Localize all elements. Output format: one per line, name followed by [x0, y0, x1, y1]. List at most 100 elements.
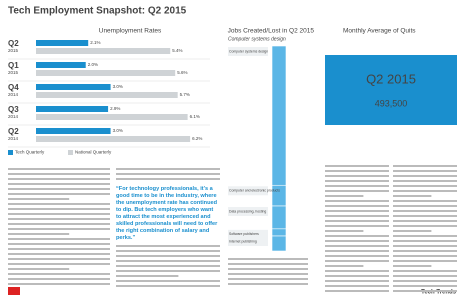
text-line: [325, 270, 389, 272]
text-line: [8, 183, 110, 185]
segment: [271, 205, 287, 230]
category-box: [228, 229, 268, 239]
quarter-label: Q1: [8, 61, 19, 70]
segment: [271, 45, 287, 186]
year-label: 2015: [8, 48, 19, 53]
legend-label: Tech Quarterly: [15, 150, 45, 155]
bar: [36, 70, 176, 76]
chart-title: Jobs Created/Lost in Q2 2015: [228, 28, 315, 35]
text-line: [325, 250, 389, 252]
text-line: [228, 268, 308, 270]
text-line: [393, 200, 457, 202]
segment: [271, 228, 287, 237]
bar: [36, 62, 86, 68]
text-line: [325, 195, 364, 197]
text-line: [325, 240, 389, 242]
text-line: [8, 283, 110, 285]
year-label: 2014: [8, 114, 19, 119]
text-line: [325, 175, 389, 177]
value-label: 5.4%: [172, 48, 182, 53]
category-label: Internet publishing: [229, 239, 257, 243]
text-line: [325, 230, 364, 232]
text-line: [393, 215, 457, 217]
text-line: [116, 285, 220, 287]
text-line: [116, 260, 220, 262]
category-box: [228, 47, 268, 56]
text-line: [325, 205, 389, 207]
quarter-label: Q2: [8, 127, 19, 136]
text-line: [228, 273, 308, 275]
text-line: [393, 240, 457, 242]
bar: [36, 136, 191, 142]
category-box: [228, 237, 268, 246]
text-line: [393, 230, 432, 232]
text-line: [325, 190, 389, 192]
text-line: [8, 253, 110, 255]
segment: [271, 235, 287, 252]
stat-box: [325, 55, 457, 125]
chart-title: Monthly Average of Quits: [343, 28, 416, 35]
text-line: [393, 195, 432, 197]
text-line: [228, 278, 308, 280]
text-line: [393, 250, 457, 252]
text-line: [8, 218, 110, 220]
legend-label: National Quarterly: [75, 150, 112, 155]
text-line: [393, 235, 457, 237]
text-line: [393, 260, 457, 262]
text-line: [8, 168, 110, 170]
year-label: 2015: [8, 70, 19, 75]
text-line: [325, 200, 389, 202]
text-line: [393, 175, 457, 177]
text-line: [393, 180, 457, 182]
text-line: [325, 260, 389, 262]
category-box: [228, 207, 268, 216]
chart-subtitle: Computer systems design: [228, 36, 286, 42]
text-line: [325, 165, 389, 167]
text-line: [325, 225, 389, 227]
footer: Tech Trends: [421, 290, 457, 296]
text-line: [116, 168, 220, 170]
legend-swatch: [8, 150, 13, 155]
text-line: [325, 280, 389, 282]
text-line: [8, 213, 110, 215]
text-line: [325, 265, 364, 267]
text-line: [325, 220, 389, 222]
bar: [36, 84, 111, 90]
text-line: [325, 285, 389, 287]
quarter-label: Q4: [8, 83, 19, 92]
category-label: Software publishers: [229, 232, 259, 236]
text-line: [393, 205, 457, 207]
text-line: [393, 245, 457, 247]
value-label: 2.1%: [90, 40, 100, 45]
text-line: [325, 170, 389, 172]
text-line: [228, 263, 308, 265]
bar: [36, 106, 109, 112]
text-line: [325, 185, 389, 187]
value-label: 5.6%: [177, 70, 187, 75]
legend-swatch: [68, 150, 73, 155]
text-line: [325, 245, 389, 247]
text-line: [393, 185, 457, 187]
stat-period: Q2 2015: [366, 71, 416, 86]
value-label: 2.9%: [110, 106, 120, 111]
text-line: [116, 245, 220, 247]
category-label: Data processing, hosting: [229, 209, 266, 213]
bar: [36, 128, 111, 134]
text-line: [393, 220, 457, 222]
text-line: [8, 193, 110, 195]
text-line: [393, 290, 457, 292]
text-line: [8, 258, 110, 260]
text-line: [8, 248, 110, 250]
text-line: [116, 255, 220, 257]
text-line: [393, 275, 457, 277]
text-line: [393, 210, 457, 212]
text-line: [325, 290, 389, 292]
value-label: 3.0%: [113, 128, 123, 133]
text-line: [325, 180, 389, 182]
year-label: 2014: [8, 92, 19, 97]
text-line: [325, 235, 389, 237]
text-line: [393, 225, 457, 227]
value-label: 3.0%: [113, 84, 123, 89]
text-line: [8, 243, 110, 245]
text-line: [116, 275, 179, 277]
